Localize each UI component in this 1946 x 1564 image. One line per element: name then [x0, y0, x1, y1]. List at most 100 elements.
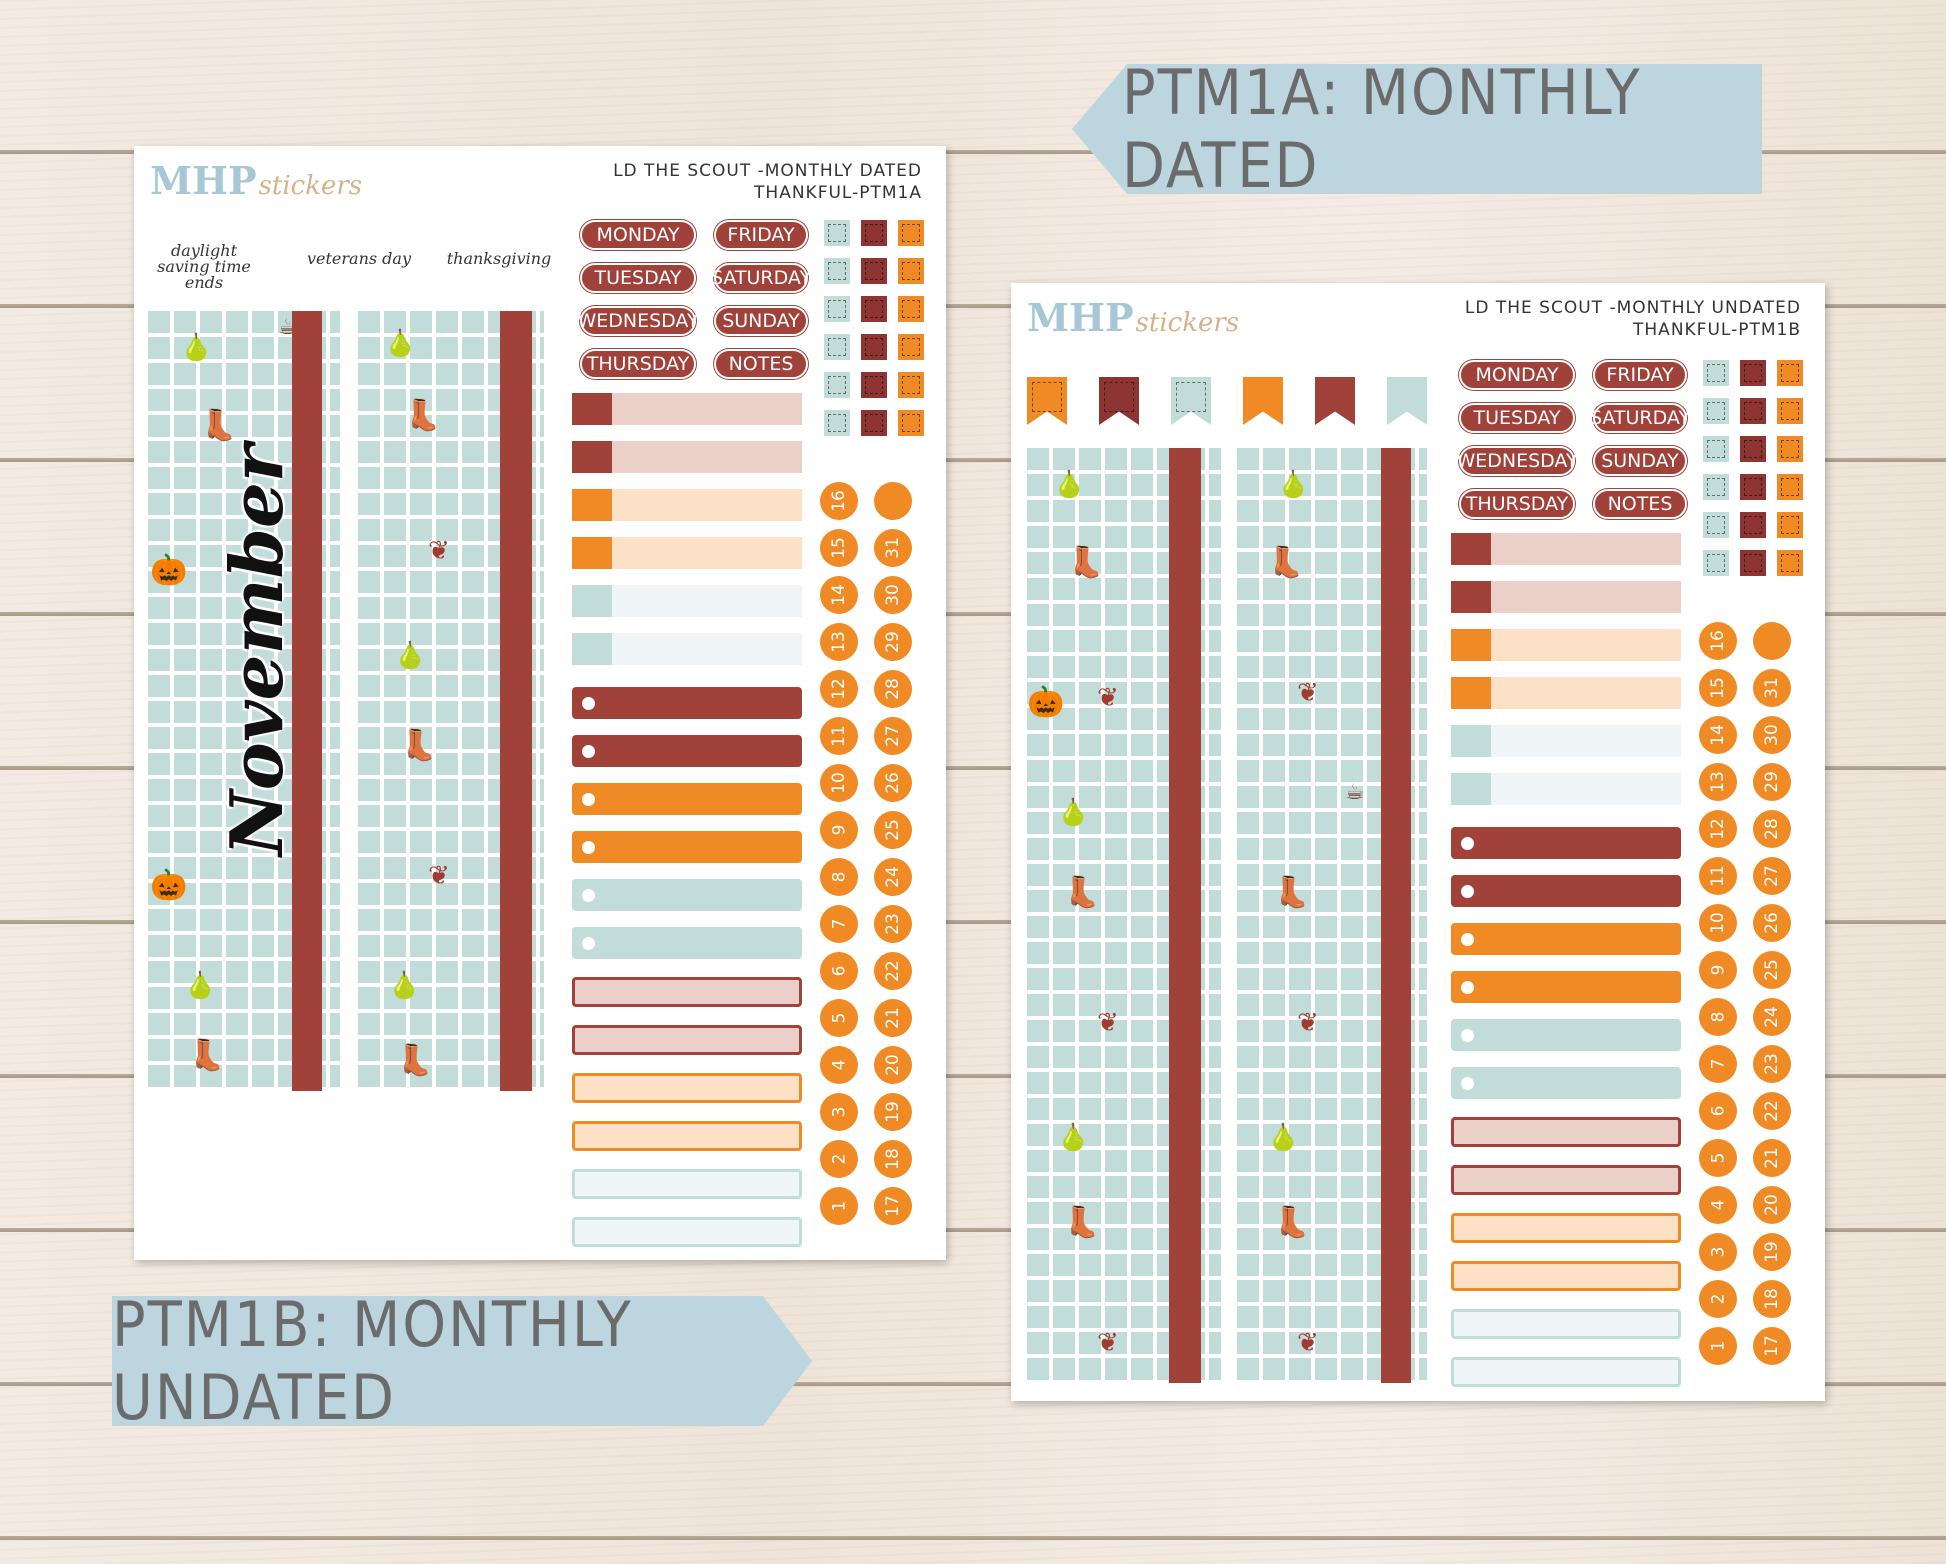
label-sticker [1451, 1019, 1681, 1051]
day-label-sticker: MONDAY [580, 220, 696, 250]
pear-icon: 🍐 [384, 329, 417, 359]
square-sticker [824, 220, 850, 246]
washi-bar [292, 311, 322, 1091]
square-sticker [861, 220, 887, 246]
number-circle-sticker [874, 482, 912, 520]
berry-icon: ❦ [1297, 1008, 1319, 1038]
sheet-title: LD THE SCOUT -MONTHLY UNDATED THANKFUL-P… [1464, 298, 1801, 340]
number-circle-sticker: 5 [1699, 1139, 1737, 1177]
box-sticker [572, 537, 802, 569]
day-label-sticker: MONDAY [1459, 360, 1575, 390]
number-circle-sticker: 20 [1753, 1186, 1791, 1224]
outline-box-sticker [1451, 1309, 1681, 1339]
number-circle-sticker: 6 [1699, 1092, 1737, 1130]
square-sticker [1703, 436, 1729, 462]
day-label-sticker: SUNDAY [714, 306, 808, 336]
square-sticker [824, 296, 850, 322]
pear-icon: 🍐 [180, 333, 213, 363]
boots-icon: 👢 [404, 398, 442, 433]
sheet-title: LD THE SCOUT -MONTHLY DATED THANKFUL-PTM… [613, 161, 922, 203]
box-sticker [572, 489, 802, 521]
box-sticker [1451, 677, 1681, 709]
square-sticker [861, 334, 887, 360]
number-circle-sticker: 2 [820, 1140, 858, 1178]
square-sticker [861, 296, 887, 322]
number-circle-sticker: 30 [874, 576, 912, 614]
outline-box-sticker [1451, 1357, 1681, 1387]
day-label-sticker: FRIDAY [1593, 360, 1687, 390]
box-sticker [572, 633, 802, 665]
number-circle-sticker: 29 [874, 623, 912, 661]
number-circle-sticker: 15 [1699, 669, 1737, 707]
number-circle-sticker: 26 [1753, 904, 1791, 942]
number-circle-sticker: 5 [820, 999, 858, 1037]
box-sticker [572, 393, 802, 425]
outline-box-sticker [572, 977, 802, 1007]
pear-icon: 🍐 [184, 971, 217, 1001]
square-sticker [898, 258, 924, 284]
number-circle-sticker: 28 [874, 670, 912, 708]
number-circle-sticker: 2 [1699, 1280, 1737, 1318]
box-sticker [1451, 533, 1681, 565]
day-label-sticker: THURSDAY [1459, 489, 1575, 519]
day-label-sticker: TUESDAY [580, 263, 696, 293]
boots-icon: 👢 [400, 728, 438, 763]
box-sticker [1451, 773, 1681, 805]
square-sticker [898, 410, 924, 436]
flag-sticker [1243, 377, 1283, 425]
square-sticker [824, 372, 850, 398]
number-circle-sticker: 24 [1753, 998, 1791, 1036]
boots-icon: 👢 [188, 1038, 226, 1073]
berry-icon: ❦ [1097, 1328, 1119, 1358]
number-circle-sticker: 28 [1753, 810, 1791, 848]
boots-icon: 👢 [1273, 1205, 1311, 1240]
number-circle-sticker: 18 [1753, 1280, 1791, 1318]
banner-label: PTM1A: MONTHLY DATED [1122, 56, 1642, 202]
boots-icon: 👢 [1273, 875, 1311, 910]
sticker-sheet-dated: MHPstickers LD THE SCOUT -MONTHLY DATED … [134, 146, 946, 1260]
pumpkin-icon: 🎃 [1027, 685, 1065, 720]
number-circle-sticker: 12 [1699, 810, 1737, 848]
number-circle-sticker: 17 [1753, 1327, 1791, 1365]
flag-sticker [1171, 377, 1211, 425]
number-circle-sticker: 10 [820, 764, 858, 802]
month-script: November [214, 444, 299, 856]
label-sticker [572, 735, 802, 767]
number-circle-sticker: 7 [820, 905, 858, 943]
label-sticker [572, 879, 802, 911]
square-sticker [824, 258, 850, 284]
day-label-sticker: FRIDAY [714, 220, 808, 250]
day-label-sticker: SATURDAY [711, 263, 811, 293]
pear-icon: 🍐 [1057, 798, 1090, 828]
flag-sticker [1315, 377, 1355, 425]
banner-label: PTM1B: MONTHLY UNDATED [112, 1288, 633, 1434]
square-sticker [1703, 360, 1729, 386]
number-circle-sticker: 18 [874, 1140, 912, 1178]
number-circle-sticker: 11 [820, 717, 858, 755]
square-sticker [1703, 474, 1729, 500]
number-circle-sticker: 31 [874, 529, 912, 567]
number-circle-sticker: 7 [1699, 1045, 1737, 1083]
boots-icon: 👢 [200, 408, 238, 443]
number-circle-sticker: 23 [1753, 1045, 1791, 1083]
berry-icon: ❦ [1097, 1008, 1119, 1038]
outline-box-sticker [572, 1169, 802, 1199]
day-label-sticker: WEDNESDAY [1456, 446, 1578, 476]
number-circle-sticker: 14 [820, 576, 858, 614]
number-circle-sticker: 22 [874, 952, 912, 990]
number-circle-sticker: 13 [1699, 763, 1737, 801]
pear-icon: 🍐 [1057, 1123, 1090, 1153]
number-circle-sticker: 17 [874, 1187, 912, 1225]
box-sticker [572, 441, 802, 473]
square-sticker [1703, 512, 1729, 538]
flag-sticker [1027, 377, 1067, 425]
box-sticker [1451, 581, 1681, 613]
holiday-label: veterans day [306, 249, 411, 268]
number-circle-sticker: 25 [1753, 951, 1791, 989]
label-sticker [1451, 875, 1681, 907]
holiday-label: thanksgiving [446, 249, 552, 268]
label-sticker [1451, 827, 1681, 859]
number-circle-sticker: 21 [874, 999, 912, 1037]
number-circle-sticker: 8 [820, 858, 858, 896]
square-sticker [1703, 550, 1729, 576]
